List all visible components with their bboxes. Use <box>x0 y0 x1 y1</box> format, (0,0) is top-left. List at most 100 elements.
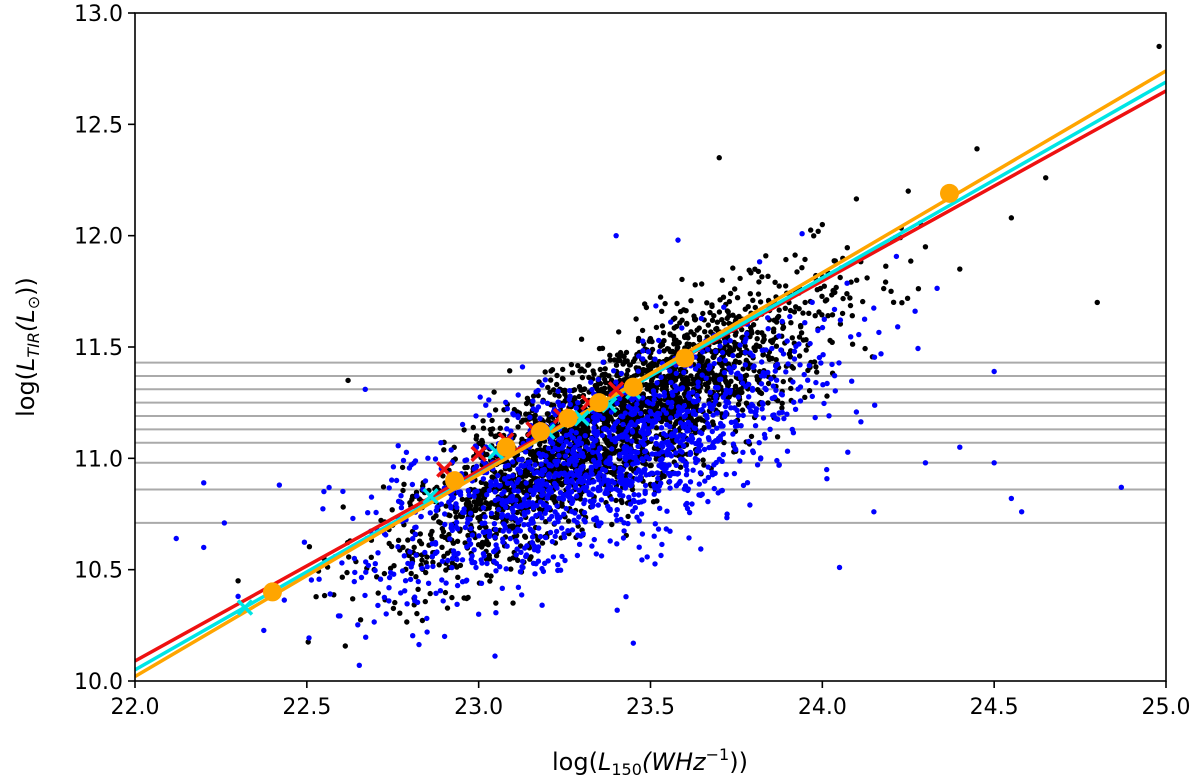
scatter-point <box>173 535 179 542</box>
scatter-point-blue <box>386 585 392 591</box>
scatter-point-black <box>651 445 658 451</box>
scatter-point-black <box>528 554 534 560</box>
scatter-point-black <box>779 400 785 406</box>
scatter-point-blue <box>848 334 854 340</box>
scatter-point-blue <box>591 438 598 444</box>
scatter-point-black <box>545 417 551 423</box>
scatter-point-blue <box>654 484 661 490</box>
scatter-point-blue <box>383 611 389 617</box>
scatter-point-black <box>765 353 771 359</box>
scatter-point-blue <box>581 500 587 507</box>
scatter-point-blue <box>609 446 615 452</box>
scatter-point-black <box>459 496 465 502</box>
scatter-point-black <box>556 393 562 399</box>
scatter-point <box>345 377 351 384</box>
scatter-point-blue <box>425 580 432 586</box>
scatter-point-blue <box>457 489 464 495</box>
bin-marker-circle <box>262 582 282 602</box>
scatter-point-blue <box>740 449 746 455</box>
scatter-point-blue <box>471 493 477 499</box>
scatter-point-blue <box>631 491 637 498</box>
scatter-point-black <box>711 313 717 319</box>
scatter-point-black <box>578 366 585 372</box>
scatter-point-blue <box>779 409 785 415</box>
scatter-point-black <box>837 274 843 281</box>
scatter-point-black <box>477 524 483 531</box>
scatter-point <box>699 355 705 361</box>
scatter-point-blue <box>787 313 793 320</box>
scatter-point-black <box>776 307 782 313</box>
y-axis-label-sub2: ⊙ <box>24 296 43 309</box>
scatter-point-black <box>780 378 786 385</box>
scatter-point-black <box>800 337 807 343</box>
scatter-point-blue <box>517 470 523 476</box>
scatter-point-blue <box>554 503 560 509</box>
scatter-point-blue <box>532 571 538 577</box>
scatter-point-blue <box>351 578 357 585</box>
scatter-point-black <box>552 392 558 398</box>
scatter-point-black <box>579 398 585 405</box>
x-axis-label-sup: −1 <box>706 745 730 764</box>
scatter-point-black <box>381 570 388 577</box>
scatter-point-blue <box>504 426 510 432</box>
scatter-point-black <box>565 518 572 524</box>
bin-marker-circle <box>623 377 643 397</box>
scatter-point-black <box>591 371 597 377</box>
scatter-point-blue <box>433 590 439 596</box>
scatter-point-blue <box>728 405 734 411</box>
scatter-point-blue <box>641 498 647 504</box>
scatter-point-black <box>814 369 820 375</box>
scatter-point-black <box>613 497 619 504</box>
scatter-point-black <box>721 439 727 446</box>
scatter-point-blue <box>756 440 762 446</box>
scatter-point-blue <box>503 566 509 572</box>
scatter-point-blue <box>784 411 790 417</box>
scatter-point-black <box>853 196 860 202</box>
scatter-point-blue <box>654 380 660 386</box>
scatter-point-blue <box>555 567 561 574</box>
scatter-point <box>991 368 997 375</box>
scatter-point-black <box>821 283 827 289</box>
scatter-point-black <box>430 559 436 565</box>
scatter-point-black <box>413 574 419 580</box>
scatter-point-blue <box>555 388 561 394</box>
scatter-point-blue <box>713 392 719 399</box>
scatter-point-blue <box>527 487 534 493</box>
scatter-point-black <box>713 372 719 378</box>
scatter-point-black <box>685 335 691 341</box>
scatter-point-blue <box>556 452 562 459</box>
scatter-point-blue <box>629 438 635 444</box>
scatter-point-black <box>829 312 836 318</box>
scatter-point-blue <box>665 399 671 406</box>
scatter-point-blue <box>564 448 571 454</box>
scatter-point-blue <box>651 533 657 539</box>
scatter-point-blue <box>594 449 601 455</box>
scatter-point-blue <box>705 498 711 505</box>
scatter-point-black <box>560 366 566 373</box>
scatter-point-blue <box>502 476 508 482</box>
scatter-point-blue <box>713 459 719 466</box>
scatter-point-blue <box>454 601 460 607</box>
scatter-point-black <box>748 433 755 440</box>
scatter-point-blue <box>529 466 535 472</box>
scatter-point-blue <box>539 382 545 388</box>
scatter-point-blue <box>506 528 512 534</box>
scatter-point-black <box>601 451 608 457</box>
scatter-point-blue <box>819 324 826 331</box>
scatter-point <box>235 593 241 600</box>
scatter-point-blue <box>539 602 545 608</box>
scatter-point-black <box>607 414 613 420</box>
scatter-point-blue <box>553 462 560 468</box>
scatter-point-blue <box>429 553 435 560</box>
scatter-point-blue <box>831 373 838 379</box>
scatter-point-blue <box>667 485 673 491</box>
scatter-point-blue <box>516 476 522 483</box>
scatter-point-black <box>455 574 461 580</box>
scatter-point-blue <box>545 558 551 564</box>
scatter-point <box>510 600 516 606</box>
scatter-point-blue <box>713 348 719 355</box>
scatter-point-blue <box>515 488 521 494</box>
scatter-point-black <box>711 377 717 384</box>
scatter-point-blue <box>598 520 604 526</box>
scatter-point-blue <box>658 425 665 431</box>
